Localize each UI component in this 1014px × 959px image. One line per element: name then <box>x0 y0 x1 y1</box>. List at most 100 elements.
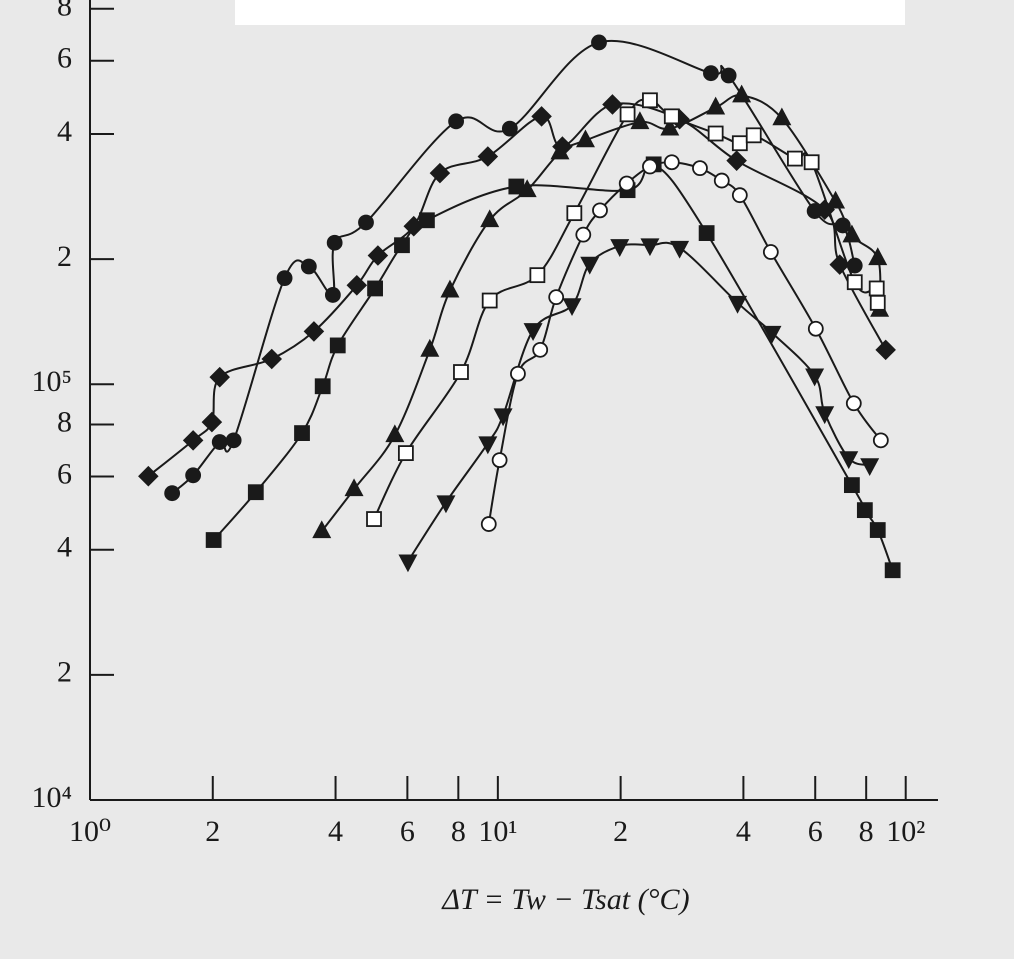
marker-circle <box>575 226 592 243</box>
marker-circle <box>720 67 737 84</box>
scan-paper-strip <box>235 0 905 25</box>
marker-diamond <box>138 465 159 487</box>
marker-square <box>566 205 583 222</box>
marker-circle <box>807 320 824 337</box>
marker-triangle-down <box>610 239 630 257</box>
marker-triangle <box>550 141 570 160</box>
marker-diamond <box>429 162 451 184</box>
marker-triangle <box>385 424 405 443</box>
marker-triangle <box>312 520 332 539</box>
marker-triangle <box>480 209 500 228</box>
marker-circle <box>324 287 341 303</box>
marker-triangle-down <box>436 495 456 514</box>
marker-square <box>205 532 222 548</box>
fit-curve <box>147 102 887 477</box>
marker-square <box>619 106 636 123</box>
marker-circle <box>480 516 497 532</box>
marker-circle <box>185 467 202 484</box>
x-tick-label: 10² <box>886 815 925 848</box>
marker-circle <box>703 65 719 82</box>
y-tick-label: 2 <box>57 240 72 273</box>
marker-square <box>856 502 873 519</box>
marker-square <box>508 178 525 195</box>
marker-circle <box>532 341 549 358</box>
marker-triangle-down <box>815 406 835 425</box>
marker-square <box>329 337 346 354</box>
marker-diamond <box>477 146 499 167</box>
marker-square <box>394 237 410 254</box>
marker-square <box>419 212 435 229</box>
x-tick-label: 4 <box>736 815 751 848</box>
marker-circle <box>276 270 293 287</box>
marker-triangle <box>706 96 726 115</box>
marker-triangle-down <box>523 323 543 341</box>
marker-circle <box>642 158 658 175</box>
marker-triangle-down <box>670 240 690 259</box>
marker-square <box>366 511 382 527</box>
marker-circle <box>211 434 228 450</box>
marker-square <box>707 125 724 142</box>
marker-square <box>745 127 762 144</box>
marker-circle <box>618 175 635 192</box>
marker-triangle-down <box>860 458 880 477</box>
marker-triangle <box>420 338 440 357</box>
marker-triangle-down <box>562 298 582 317</box>
marker-triangle <box>868 247 888 266</box>
marker-diamond <box>602 94 623 115</box>
marker-square <box>314 378 331 395</box>
marker-diamond <box>367 245 389 266</box>
marker-circle <box>326 234 343 251</box>
marker-circle <box>510 365 526 382</box>
marker-circle <box>491 452 508 469</box>
marker-triangle-down <box>839 451 859 470</box>
marker-circle <box>548 289 565 306</box>
marker-circle <box>592 202 608 219</box>
y-tick-label: 6 <box>57 42 72 75</box>
marker-diamond <box>531 106 552 127</box>
marker-triangle-down <box>640 238 660 257</box>
fit-curve <box>171 40 856 494</box>
y-tick-label: 4 <box>57 531 72 564</box>
marker-square <box>397 445 414 461</box>
x-tick-label: 10¹ <box>478 815 517 848</box>
marker-triangle <box>732 84 752 103</box>
marker-square <box>453 364 469 380</box>
marker-circle <box>501 120 518 137</box>
x-tick-label: 10⁰ <box>69 815 111 848</box>
marker-triangle-down <box>478 436 498 455</box>
marker-circle <box>300 258 317 275</box>
marker-square <box>642 92 658 109</box>
marker-triangle-down <box>493 408 513 427</box>
y-tick-label: 4 <box>57 115 72 148</box>
marker-square <box>529 267 546 284</box>
x-tick-label: 6 <box>400 815 415 848</box>
marker-diamond <box>201 411 223 433</box>
marker-square <box>846 274 863 291</box>
marker-square <box>803 154 820 171</box>
marker-square <box>698 225 715 241</box>
marker-square <box>787 150 803 167</box>
y-tick-label: 6 <box>57 457 72 490</box>
marker-triangle-down <box>805 368 825 387</box>
marker-circle <box>713 172 730 189</box>
marker-triangle <box>772 107 792 126</box>
marker-triangle-down <box>580 256 600 275</box>
marker-square <box>367 280 383 297</box>
marker-triangle <box>826 190 846 209</box>
marker-square <box>868 280 885 297</box>
marker-square <box>731 135 748 152</box>
marker-circle <box>872 432 889 449</box>
marker-square <box>294 425 310 441</box>
marker-diamond <box>209 366 230 388</box>
marker-triangle-down <box>762 325 782 344</box>
x-tick-label: 2 <box>205 815 220 848</box>
marker-triangle <box>660 117 680 136</box>
marker-triangle <box>630 111 650 130</box>
marker-circle <box>692 160 708 177</box>
x-tick-label: 2 <box>613 815 628 848</box>
marker-circle <box>834 217 851 234</box>
marker-square <box>247 484 264 501</box>
marker-circle <box>448 113 464 130</box>
y-tick-label: 8 <box>57 0 72 23</box>
